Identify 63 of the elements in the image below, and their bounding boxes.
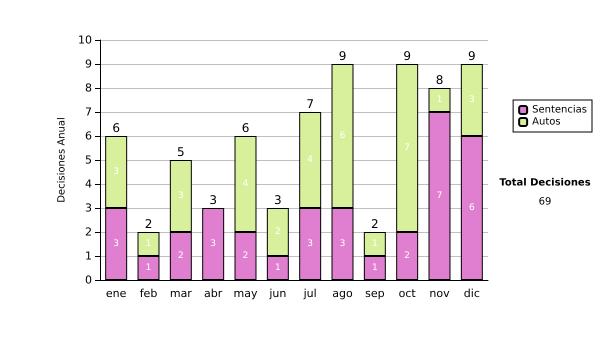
total-label: 9	[338, 49, 346, 63]
data-label: 3	[113, 239, 120, 249]
y-tick-label: 1	[85, 250, 92, 262]
data-label: 7	[436, 191, 442, 201]
y-tick-label: 0	[85, 274, 92, 286]
total-label: 7	[306, 97, 314, 111]
total-label: 9	[468, 49, 476, 63]
x-tick-label: sep	[365, 287, 385, 300]
data-label: 2	[178, 251, 184, 261]
x-tick-label: dic	[464, 287, 480, 300]
data-label: 4	[307, 155, 314, 165]
x-tick-label: nov	[429, 287, 450, 300]
data-label: 1	[436, 95, 442, 105]
total-label: 3	[209, 193, 217, 207]
data-label: 3	[468, 95, 475, 105]
total-label: 2	[371, 217, 379, 231]
x-tick-label: jul	[302, 287, 317, 300]
data-label: 3	[210, 239, 216, 249]
total-label: 6	[242, 121, 250, 135]
data-label: 6	[340, 131, 346, 141]
y-tick-label: 8	[85, 82, 92, 94]
y-tick-label: 9	[85, 58, 92, 70]
data-label: 7	[404, 143, 410, 153]
x-tick-label: ago	[332, 287, 353, 300]
y-tick-label: 2	[85, 226, 92, 238]
data-label: 1	[372, 263, 378, 273]
legend-label: Autos	[532, 116, 561, 128]
data-label: 1	[372, 239, 378, 249]
total-label: 6	[112, 121, 120, 135]
x-tick-label: may	[234, 287, 258, 300]
data-label: 2	[404, 251, 410, 261]
data-label: 1	[146, 239, 152, 249]
data-label: 1	[274, 263, 281, 273]
y-tick-label: 10	[78, 34, 92, 46]
y-tick-label: 5	[85, 154, 92, 166]
data-label: 3	[113, 167, 120, 177]
x-tick-label: jun	[268, 287, 286, 300]
data-label: 1	[146, 263, 152, 273]
text: Total Decisiones	[499, 178, 591, 188]
data-label: 2	[274, 227, 281, 237]
data-label: 3	[178, 191, 184, 201]
y-tick-label: 6	[85, 130, 92, 142]
data-label: 3	[307, 239, 314, 249]
x-tick-label: ene	[106, 287, 127, 300]
text: 69	[538, 196, 552, 208]
total-label: 5	[177, 145, 185, 159]
legend-label: Sentencias	[532, 104, 588, 116]
y-tick-label: 3	[85, 202, 92, 214]
total-label: 2	[144, 217, 152, 231]
y-axis-title: Decisiones Anual	[56, 117, 68, 203]
data-label: 3	[340, 239, 346, 249]
x-tick-label: abr	[204, 287, 223, 300]
total-label: 9	[403, 49, 411, 63]
y-tick-label: 4	[85, 178, 92, 190]
total-label: 8	[436, 73, 444, 87]
total-label: 3	[274, 193, 282, 207]
x-tick-label: oct	[398, 287, 416, 300]
data-label: 2	[242, 251, 248, 261]
data-label: 6	[468, 203, 475, 213]
x-tick-label: feb	[140, 287, 158, 300]
x-tick-label: mar	[170, 287, 192, 300]
y-tick-label: 7	[85, 106, 92, 118]
data-label: 4	[242, 179, 249, 189]
